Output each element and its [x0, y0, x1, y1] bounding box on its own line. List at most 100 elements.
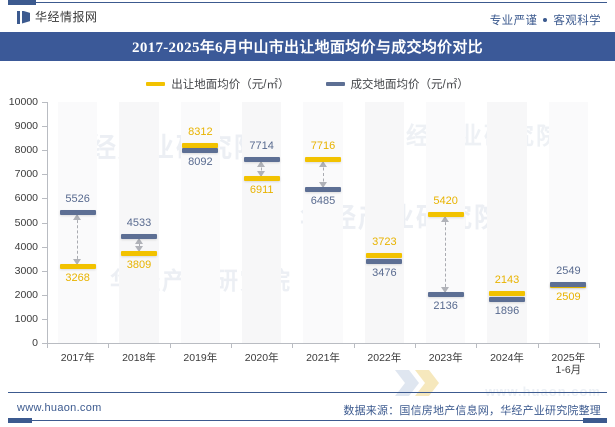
bar-chuzhang-price[interactable]	[489, 291, 525, 297]
x-axis-tick	[108, 343, 110, 348]
footer-divider	[8, 392, 607, 393]
value-label-chengjiao: 2549	[556, 264, 581, 277]
y-axis-line	[47, 102, 48, 344]
x-axis-label: 2017年	[61, 352, 95, 364]
x-axis-label: 2022年	[367, 352, 401, 364]
x-axis-label: 2020年	[245, 352, 279, 364]
column-band	[364, 102, 404, 343]
tagline-left: 专业严谨	[489, 15, 538, 27]
y-axis-tick	[42, 270, 47, 272]
bullet-dot-icon	[543, 18, 548, 22]
value-gap-connector	[318, 161, 328, 188]
bar-chuzhang-price[interactable]	[427, 212, 464, 218]
y-axis-label: 10000	[8, 96, 38, 108]
y-axis-label: 8000	[14, 144, 38, 157]
y-axis-label: 0	[32, 337, 38, 349]
legend-item[interactable]: 成交地面均价（元/㎡）	[325, 76, 469, 92]
value-label-chengjiao: 1896	[494, 305, 520, 318]
value-label-chuzhang: 6911	[249, 184, 274, 197]
value-gap-connector	[441, 216, 450, 293]
value-gap-connector	[134, 237, 144, 253]
bar-chuzhang-price[interactable]	[305, 157, 341, 163]
y-axis-label: 1000	[14, 312, 38, 325]
bar-chengjiao-price[interactable]	[182, 147, 219, 153]
legend-swatch-icon	[325, 82, 345, 86]
y-axis-tick	[42, 343, 47, 344]
bar-chengjiao-price[interactable]	[427, 291, 464, 297]
value-label-chuzhang: 2509	[556, 290, 581, 303]
column-band	[119, 102, 159, 343]
y-axis-tick	[42, 246, 47, 248]
bar-chengjiao-price[interactable]	[243, 157, 280, 163]
footer-url[interactable]: www.huaon.com	[17, 402, 102, 414]
column-band	[242, 102, 282, 343]
y-axis-tick	[42, 294, 47, 296]
value-label-chengjiao: 3476	[372, 267, 397, 280]
brand-bar: 华经情报网 专业严谨 客观科学	[0, 6, 615, 32]
x-axis-label-line: 2023年	[428, 352, 463, 364]
bottom-decorative-rule	[0, 418, 615, 423]
bar-chuzhang-price[interactable]	[59, 264, 96, 270]
legend-label: 出让地面均价（元/㎡）	[171, 79, 290, 91]
x-axis-label: 2021年	[306, 352, 340, 364]
bar-chengjiao-price[interactable]	[489, 297, 525, 303]
x-axis-tick	[599, 343, 600, 348]
legend-label: 成交地面均价（元/㎡）	[350, 79, 469, 91]
y-axis-tick	[42, 126, 47, 128]
y-axis-tick	[42, 174, 47, 176]
value-label-chuzhang: 3723	[372, 236, 397, 249]
x-axis-label-line: 2018年	[122, 352, 156, 364]
column-band	[303, 102, 343, 343]
legend-item[interactable]: 出让地面均价（元/㎡）	[146, 76, 290, 92]
title-banner: 2017-2025年6月中山市出让地面均价与成交均价对比	[0, 32, 615, 61]
top-rule-accent	[8, 0, 36, 5]
page-title: 2017-2025年6月中山市出让地面均价与成交均价对比	[132, 40, 483, 56]
value-label-chengjiao: 7714	[249, 140, 274, 153]
value-label-chengjiao: 8092	[188, 155, 213, 168]
watermark-text: 华经产业研究院	[380, 123, 562, 150]
footer-source: 数据来源：国信房地产信息网，华经产业研究院整理	[343, 405, 601, 417]
value-gap-connector	[73, 213, 82, 266]
legend-swatch-icon	[146, 82, 166, 86]
x-axis-label-line: 2017年	[60, 352, 95, 364]
x-axis-tick	[415, 343, 416, 348]
column-band	[180, 102, 220, 343]
bar-chuzhang-price[interactable]	[182, 142, 219, 148]
y-axis-label: 7000	[14, 168, 38, 181]
brand-tagline: 专业严谨 客观科学	[490, 12, 601, 28]
bar-chengjiao-price[interactable]	[366, 259, 403, 265]
x-axis-tick	[47, 343, 48, 348]
value-label-chuzhang: 2143	[494, 274, 520, 287]
y-axis-tick	[42, 198, 47, 200]
x-axis-label: 2024年	[490, 352, 524, 364]
value-label-chuzhang: 8312	[188, 125, 213, 138]
column-band	[487, 102, 527, 343]
x-axis-label-line: 2020年	[244, 352, 279, 364]
brand-logo-group[interactable]: 华经情报网	[17, 10, 98, 24]
bar-chengjiao-price[interactable]	[121, 233, 157, 239]
y-axis-label: 2000	[14, 288, 38, 301]
x-axis-label: 2023年	[429, 352, 463, 364]
bar-chengjiao-price[interactable]	[305, 186, 341, 192]
brand-name: 华经情报网	[35, 10, 98, 24]
top-rule-line	[36, 2, 607, 3]
value-label-chuzhang: 5420	[433, 195, 458, 208]
x-axis-label: 2019年	[183, 352, 217, 364]
y-axis-tick	[42, 102, 47, 103]
bar-chengjiao-price[interactable]	[59, 209, 96, 215]
x-axis-line	[47, 343, 599, 344]
y-axis-label: 4000	[14, 240, 38, 253]
value-gap-connector	[257, 161, 266, 178]
bar-chuzhang-price[interactable]	[121, 251, 157, 257]
y-axis-tick	[42, 318, 47, 320]
bar-chuzhang-price[interactable]	[243, 176, 280, 182]
chart-legend: 出让地面均价（元/㎡） 成交地面均价（元/㎡）	[0, 74, 615, 94]
tagline-right: 客观科学	[553, 15, 601, 27]
value-label-chengjiao: 4533	[126, 216, 152, 229]
x-axis-label-line: 2025年	[551, 352, 586, 364]
bar-chuzhang-price[interactable]	[366, 253, 403, 259]
x-axis-label-line: 2021年	[306, 352, 340, 364]
x-axis-label: 2018年	[122, 352, 156, 364]
x-axis-label-line: 2022年	[367, 352, 402, 364]
bar-chengjiao-price[interactable]	[550, 281, 587, 287]
